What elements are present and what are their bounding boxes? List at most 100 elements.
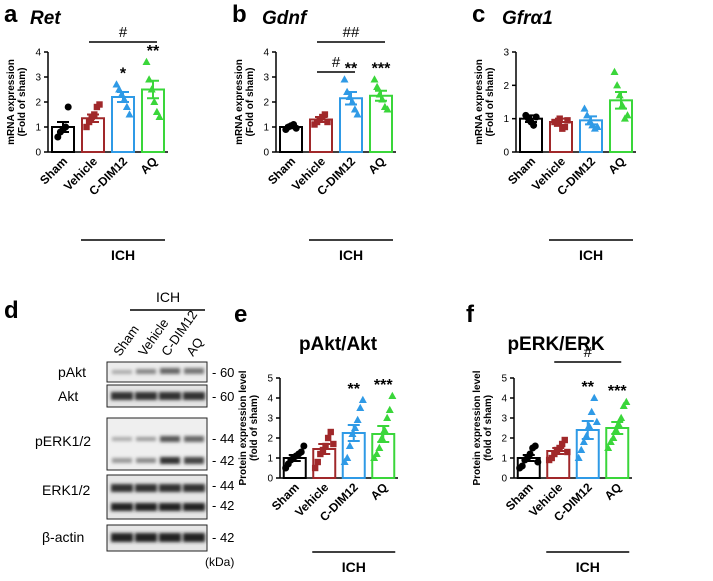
y-tick-label: 4 <box>267 394 273 405</box>
significance-label: * <box>120 66 127 83</box>
row-label: Akt <box>58 388 78 404</box>
data-point <box>606 437 615 445</box>
significance-label: ** <box>147 43 160 60</box>
chart-title: pAkt/Akt <box>299 334 378 355</box>
data-point <box>115 85 124 93</box>
data-point <box>152 107 161 115</box>
data-point <box>558 440 566 448</box>
data-point <box>623 111 632 119</box>
data-point <box>155 112 164 120</box>
size-label: - 42 <box>212 530 234 545</box>
panel-letter: f <box>466 301 475 328</box>
data-point <box>64 103 72 111</box>
lane-label: AQ <box>183 335 206 359</box>
data-point <box>297 448 305 456</box>
significance-label: *** <box>374 377 393 394</box>
y-tick-label: 5 <box>501 374 507 385</box>
size-label: - 60 <box>212 365 234 380</box>
bar <box>605 427 630 479</box>
data-point <box>579 437 588 445</box>
data-point <box>378 95 387 103</box>
data-point <box>340 75 349 83</box>
data-point <box>348 429 357 437</box>
data-point <box>117 90 126 98</box>
data-point <box>580 104 589 112</box>
row-label: β-actin <box>42 529 84 545</box>
data-point <box>91 111 98 118</box>
data-point <box>532 113 540 121</box>
data-point <box>372 449 381 457</box>
bar <box>81 117 105 153</box>
size-label: - 60 <box>212 389 234 404</box>
data-point <box>564 117 571 124</box>
comparison-label: # <box>584 344 593 361</box>
x-tick-label: AQ <box>137 154 160 177</box>
y-tick-label: 1 <box>35 123 41 134</box>
panel-letter: d <box>4 297 19 324</box>
y-axis-label: (Fold of sham) <box>17 68 28 137</box>
bar <box>369 94 393 153</box>
data-point <box>377 433 386 441</box>
data-point <box>548 454 555 462</box>
data-point <box>526 450 534 458</box>
data-point <box>383 413 392 421</box>
data-point <box>343 87 352 95</box>
y-tick-label: 3 <box>267 414 273 425</box>
row-label: ERK1/2 <box>42 482 90 498</box>
data-point <box>577 445 586 453</box>
y-tick-label: 3 <box>263 73 269 84</box>
data-point <box>370 75 379 83</box>
data-point <box>311 464 319 472</box>
x-tick-label: AQ <box>602 480 625 503</box>
y-tick-label: 1 <box>263 123 269 134</box>
data-point <box>564 448 571 456</box>
data-point <box>356 403 365 411</box>
group-label: ICH <box>111 247 135 263</box>
data-point <box>617 413 626 421</box>
data-point <box>147 85 156 93</box>
data-point <box>350 105 359 113</box>
data-point <box>321 111 329 118</box>
data-point <box>385 405 394 413</box>
group-label: ICH <box>339 247 363 263</box>
significance-label: *** <box>372 61 391 78</box>
data-point <box>324 434 332 442</box>
data-point <box>622 397 631 405</box>
y-tick-label: 0 <box>501 474 507 485</box>
data-point <box>348 97 357 105</box>
y-axis-label: mRNA expression <box>474 59 485 145</box>
y-tick-label: 2 <box>501 434 507 445</box>
group-label: ICH <box>156 289 180 305</box>
y-axis-label: Protein expression level <box>238 370 249 485</box>
data-point <box>383 105 392 113</box>
data-point <box>340 457 349 465</box>
data-point <box>587 407 596 415</box>
data-point <box>314 458 321 466</box>
data-point <box>145 75 154 83</box>
data-point <box>351 423 360 431</box>
data-point <box>319 446 327 454</box>
data-point <box>317 450 324 458</box>
data-point <box>300 442 308 450</box>
chart-title: Gdnf <box>262 8 308 29</box>
comparison-label: # <box>332 54 341 71</box>
panel-letter: a <box>4 1 18 28</box>
data-point <box>619 401 628 409</box>
data-point <box>85 118 93 126</box>
y-tick-label: 1 <box>267 454 273 465</box>
row-label: pAkt <box>58 364 86 380</box>
significance-label: ** <box>345 61 358 78</box>
panel-letter: c <box>472 1 485 28</box>
data-point <box>609 433 618 441</box>
data-point <box>343 453 352 461</box>
data-point <box>370 453 379 461</box>
blot-box <box>106 361 208 383</box>
bar-chart: e pAkt/Akt Protein expression level (fold o… <box>234 301 398 575</box>
size-label: - 44 <box>212 478 234 493</box>
data-point <box>324 118 331 126</box>
x-tick-label: AQ <box>605 154 628 177</box>
data-point <box>150 97 159 105</box>
data-point <box>345 92 354 100</box>
y-tick-label: 2 <box>263 98 269 109</box>
